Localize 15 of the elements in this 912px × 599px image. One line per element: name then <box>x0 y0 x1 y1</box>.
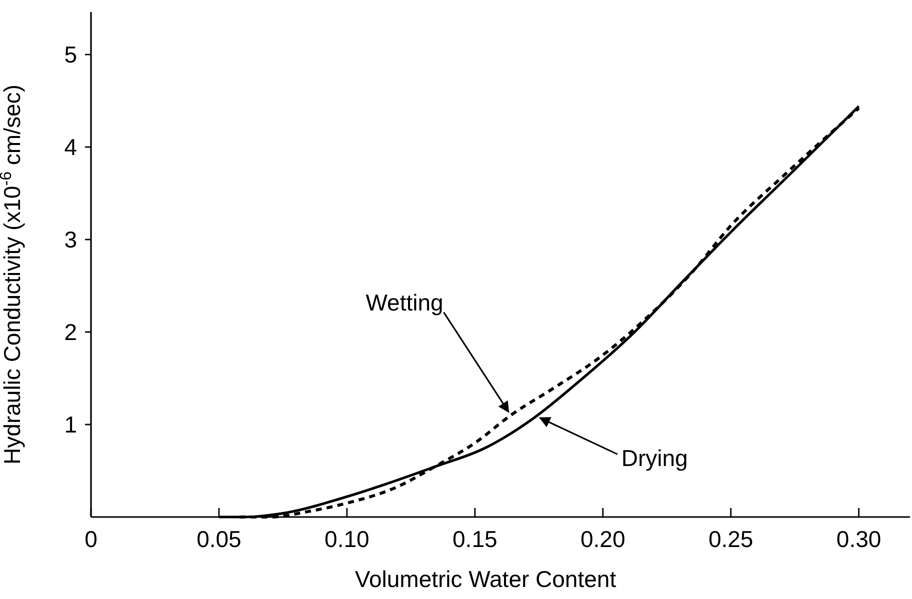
x-tick-label: 0 <box>84 526 98 552</box>
x-tick-label: 0.25 <box>708 526 754 552</box>
y-tick-label: 1 <box>64 412 77 438</box>
x-tick-label: 0.05 <box>196 526 242 552</box>
annotation: Wetting <box>366 289 444 316</box>
x-tick-label: 0.20 <box>580 526 626 552</box>
annotation: Drying <box>621 445 688 472</box>
y-tick-label: 4 <box>64 134 78 160</box>
y-tick-label: 3 <box>64 226 77 253</box>
x-axis-title: Volumetric Water Content <box>354 566 617 592</box>
x-tick-label: 0.30 <box>836 526 882 552</box>
y-tick-label: 2 <box>64 319 77 346</box>
y-tick-label: 5 <box>64 42 77 68</box>
x-tick-label: 0.10 <box>324 526 370 552</box>
x-tick-label: 0.15 <box>452 526 498 552</box>
